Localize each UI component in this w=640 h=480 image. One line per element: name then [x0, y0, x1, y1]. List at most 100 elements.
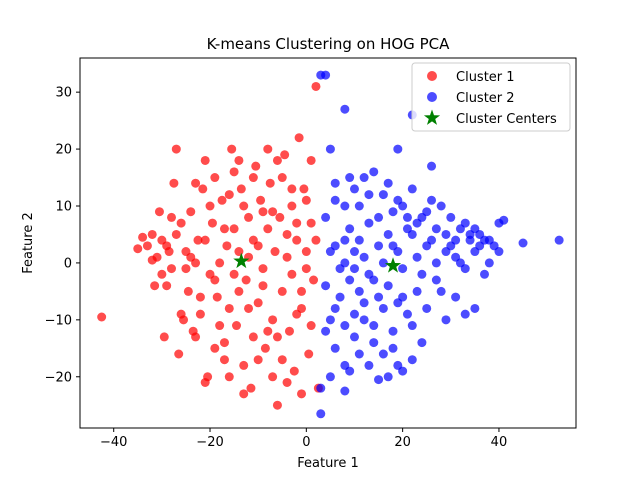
cluster-1-point — [224, 303, 234, 313]
cluster-1-point — [301, 247, 311, 257]
cluster-1-point — [212, 292, 222, 302]
cluster-1-point — [270, 247, 280, 257]
legend: Cluster 1 Cluster 2 Cluster Centers — [411, 62, 571, 132]
cluster-2-point — [398, 292, 408, 302]
cluster-2-point — [455, 258, 465, 268]
x-axis-label: Feature 1 — [297, 456, 359, 471]
cluster-2-point — [359, 298, 369, 308]
cluster-2-point — [460, 309, 470, 319]
legend-label-centers: Cluster Centers — [456, 112, 557, 127]
x-tick-label: 20 — [394, 435, 411, 450]
cluster-2-point — [340, 201, 350, 211]
cluster-2-point — [436, 286, 446, 296]
cluster-1-point — [200, 235, 210, 245]
cluster-2-point — [407, 229, 417, 239]
y-tick-label: 30 — [55, 86, 72, 101]
cluster-1-point — [133, 244, 143, 254]
cluster-1-point — [251, 161, 261, 171]
cluster-2-point — [340, 321, 350, 331]
cluster-2-point — [431, 224, 441, 234]
cluster-2-point — [374, 292, 384, 302]
cluster-1-point — [176, 309, 186, 319]
cluster-1-point — [301, 264, 311, 274]
cluster-1-point — [171, 144, 181, 154]
cluster-2-point — [480, 269, 490, 279]
cluster-1-point — [282, 229, 292, 239]
cluster-2-point — [354, 201, 364, 211]
cluster-1-point — [306, 321, 316, 331]
cluster-1-point — [248, 173, 258, 183]
cluster-2-point — [374, 241, 384, 251]
cluster-2-point — [407, 321, 417, 331]
cluster-2-point — [359, 173, 369, 183]
y-tick-label: −20 — [45, 370, 72, 385]
cluster-1-point — [210, 173, 220, 183]
cluster-1-point — [292, 235, 302, 245]
cluster-2-point — [470, 303, 480, 313]
cluster-2-point — [441, 229, 451, 239]
cluster-2-point — [369, 167, 379, 177]
cluster-1-point — [193, 235, 203, 245]
cluster-2-point — [345, 173, 355, 183]
points-layer — [97, 70, 564, 419]
cluster-2-point — [325, 372, 335, 382]
cluster-1-point — [284, 326, 294, 336]
y-tick-label: 20 — [55, 143, 72, 158]
cluster-1-point — [241, 275, 251, 285]
cluster-2-point — [349, 184, 359, 194]
cluster-2-point — [402, 309, 412, 319]
cluster-2-point — [378, 349, 388, 359]
cluster-1-point — [200, 377, 210, 387]
cluster-2-point — [412, 286, 422, 296]
cluster-1-point — [210, 275, 220, 285]
cluster-1-point — [260, 343, 270, 353]
cluster-1-point — [198, 184, 208, 194]
cluster-1-point — [272, 400, 282, 410]
cluster-2-point — [427, 161, 437, 171]
ticks-layer: −40 −20 0 20 40 −20 −10 0 10 20 30 — [45, 86, 508, 450]
cluster-1-point — [224, 372, 234, 382]
cluster-2-point — [359, 252, 369, 262]
cluster-1-point — [227, 144, 237, 154]
x-tick-label: 0 — [302, 435, 310, 450]
cluster-2-point — [364, 218, 374, 228]
cluster-2-point — [330, 303, 340, 313]
cluster-2-point — [374, 375, 384, 385]
cluster-2-point — [325, 315, 335, 325]
cluster-2-point — [369, 338, 379, 348]
cluster-center-2 — [384, 257, 402, 273]
cluster-1-point — [292, 309, 302, 319]
legend-label-cluster-2: Cluster 2 — [456, 91, 515, 106]
cluster-1-point — [277, 173, 287, 183]
legend-marker-cluster-1 — [427, 71, 437, 81]
cluster-2-point — [316, 409, 326, 419]
cluster-2-point — [345, 275, 355, 285]
cluster-1-point — [309, 275, 319, 285]
cluster-2-point — [402, 212, 412, 222]
cluster-1-point — [215, 258, 225, 268]
cluster-1-point — [195, 292, 205, 302]
cluster-1-point — [219, 338, 229, 348]
legend-label-cluster-1: Cluster 1 — [456, 70, 515, 85]
cluster-1-point — [272, 155, 282, 165]
cluster-2-point — [422, 303, 432, 313]
cluster-1-point — [301, 195, 311, 205]
cluster-2-point — [340, 386, 350, 396]
cluster-2-point — [436, 201, 446, 211]
cluster-1-point — [186, 252, 196, 262]
cluster-1-point — [159, 332, 169, 342]
cluster-1-point — [224, 190, 234, 200]
cluster-1-point — [306, 218, 316, 228]
cluster-1-point — [154, 207, 164, 217]
cluster-2-point — [554, 235, 564, 245]
cluster-1-point — [138, 232, 148, 242]
cluster-1-point — [150, 281, 160, 291]
cluster-2-point — [441, 315, 451, 325]
cluster-2-point — [388, 326, 398, 336]
cluster-1-point — [275, 212, 285, 222]
cluster-2-point — [369, 321, 379, 331]
cluster-1-point — [268, 207, 278, 217]
cluster-1-point — [253, 355, 263, 365]
cluster-2-point — [431, 275, 441, 285]
